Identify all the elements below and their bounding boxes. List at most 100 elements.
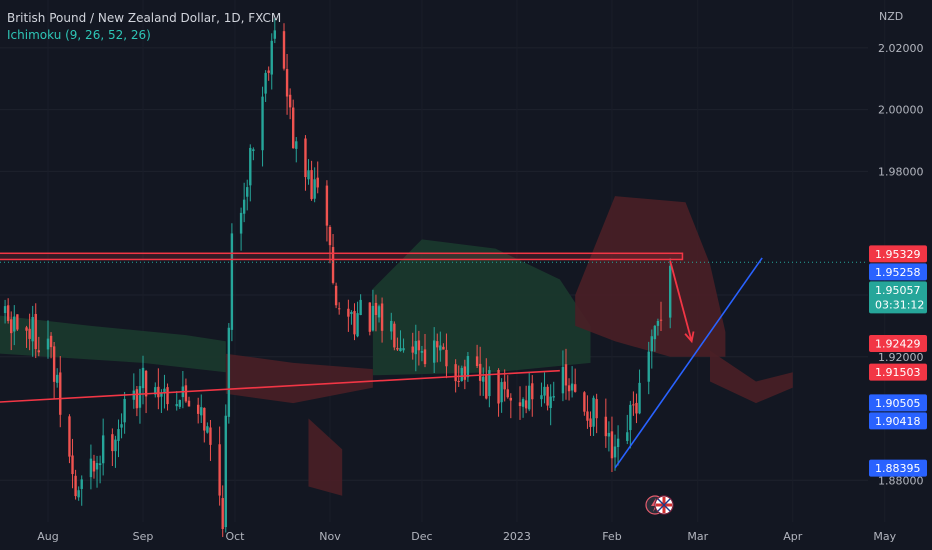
red-trendline[interactable] — [0, 369, 560, 405]
candle-body — [543, 386, 546, 396]
candle-body — [316, 177, 319, 188]
candle-body — [454, 364, 457, 382]
cloud-segment — [575, 196, 726, 357]
price-badge-value: 1.90505 — [875, 397, 921, 410]
price-badge: 1.90418 — [869, 412, 927, 430]
candle-body — [436, 341, 439, 348]
candle-body — [328, 226, 332, 246]
candle-body — [457, 380, 460, 382]
candle-body — [31, 316, 34, 342]
candle-body — [540, 395, 543, 400]
price-badge: 1.95329 — [869, 245, 927, 263]
candle-body — [488, 370, 491, 397]
candle-body — [55, 374, 59, 383]
candle-body — [288, 94, 292, 108]
candle-body — [285, 69, 289, 97]
candle-body — [561, 366, 565, 394]
candle-body — [111, 434, 114, 452]
candle-body — [92, 460, 96, 472]
candle-body — [626, 432, 629, 441]
candle-body — [310, 170, 313, 200]
candle-body — [117, 429, 120, 441]
candle-body — [196, 404, 200, 414]
candle-body — [230, 233, 234, 330]
candle-body — [334, 285, 338, 306]
candle-body — [629, 404, 632, 431]
candle-body — [10, 319, 13, 334]
candle-body — [564, 364, 568, 386]
candle-body — [604, 416, 608, 437]
candle-body — [583, 392, 586, 412]
candle-body — [49, 335, 53, 348]
blue-trendline[interactable] — [614, 257, 763, 469]
candle-body — [28, 328, 31, 339]
candle-body — [347, 308, 350, 317]
candle-body — [71, 455, 74, 475]
candle-body — [390, 320, 393, 332]
bearish-arrow[interactable] — [669, 260, 693, 342]
candle-body — [138, 386, 142, 408]
candle-body — [549, 396, 552, 408]
candle-body — [16, 314, 19, 330]
candle-body — [46, 338, 50, 350]
price-badge-value: 1.92429 — [875, 338, 921, 351]
candle-body — [80, 479, 83, 489]
candle-body — [632, 404, 635, 406]
candle-body — [68, 416, 71, 457]
candle-body — [313, 179, 316, 199]
candle-body — [304, 138, 307, 178]
candle-body — [123, 398, 126, 423]
candle-body — [157, 386, 160, 398]
uk-flag-diagonals — [657, 498, 671, 512]
event-icons[interactable] — [645, 495, 674, 515]
candle-countdown: 03:31:12 — [875, 298, 924, 311]
price-badge: 1.88395 — [869, 459, 927, 477]
candle-body — [144, 370, 148, 397]
candle-body — [273, 30, 277, 39]
candle-body — [531, 383, 534, 400]
symbol-title[interactable]: British Pound / New Zealand Dollar, 1D, … — [7, 11, 282, 25]
candle-body — [261, 96, 264, 151]
indicator-label[interactable]: Ichimoku (9, 26, 52, 26) — [7, 28, 151, 42]
candle-body — [52, 346, 56, 382]
candle-body — [613, 446, 617, 458]
candle-body — [356, 313, 359, 337]
candle-body — [246, 187, 249, 197]
candle-body — [3, 306, 7, 314]
resistance-zone[interactable] — [0, 252, 684, 261]
candle-body — [249, 147, 252, 186]
candle-body — [546, 386, 549, 406]
candle-body — [209, 427, 212, 445]
x-tick-label: Apr — [783, 530, 803, 543]
candle-body — [396, 347, 399, 350]
candle-body — [267, 70, 270, 73]
candle-body — [656, 320, 660, 326]
candle-body — [570, 383, 574, 391]
candle-body — [200, 407, 203, 416]
candle-body — [160, 393, 163, 397]
candle-body — [120, 424, 123, 428]
candle-body — [595, 399, 598, 419]
candle-body — [13, 316, 16, 332]
chart-legend[interactable]: British Pound / New Zealand Dollar, 1D, … — [7, 10, 281, 44]
candle-body — [592, 397, 595, 427]
candle-body — [402, 348, 405, 351]
candle-body — [6, 305, 10, 321]
candle-body — [518, 402, 522, 407]
candle-body — [187, 400, 191, 407]
candle-body — [371, 305, 375, 331]
time-axis[interactable]: Aug Sep Oct Nov Dec 2023 Feb Mar Apr May — [37, 530, 896, 543]
candle-body — [399, 348, 402, 352]
x-tick-label: May — [873, 530, 896, 543]
candle-body — [89, 458, 93, 478]
candle-body — [659, 319, 663, 321]
cloud-segment — [372, 239, 591, 376]
candle-body — [610, 431, 614, 459]
candle-body — [374, 302, 378, 315]
bearish-arrow-head — [684, 331, 695, 344]
candle-body — [178, 399, 181, 407]
candle-body — [295, 141, 298, 149]
ichimoku-cloud — [0, 196, 793, 496]
